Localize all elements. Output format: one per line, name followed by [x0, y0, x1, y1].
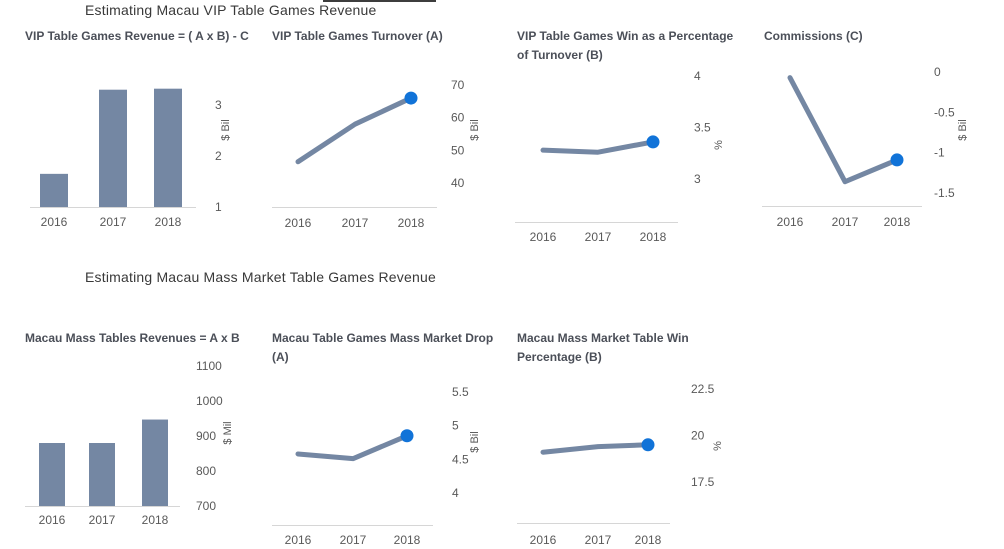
chart-6-plot: 4 4.5 5 5.5 2016 2017 2018 $ Bil: [272, 385, 481, 547]
chart-title-line: Macau Mass Tables Revenues = A x B: [25, 331, 240, 345]
chart-title-mass-win-pct: Macau Mass Market Table Win Percentage (…: [517, 329, 689, 367]
y-tick-label: 3.5: [694, 121, 711, 135]
chart-title-mass-revenues: Macau Mass Tables Revenues = A x B: [25, 329, 240, 348]
y-tick-label: 5: [452, 419, 459, 433]
x-tick-label: 2018: [155, 215, 182, 229]
x-tick-label: 2017: [585, 230, 612, 244]
y-tick-label: -0.5: [934, 105, 955, 119]
x-tick-label: 2016: [530, 533, 557, 547]
x-tick-label: 2017: [340, 533, 367, 547]
y-axis-unit-label: %: [713, 140, 725, 150]
chart-title-vip-revenue: VIP Table Games Revenue = ( A x B) - C: [25, 27, 249, 46]
x-tick-label: 2018: [640, 230, 667, 244]
y-tick-label: 700: [196, 499, 216, 513]
x-tick-label: 2017: [342, 216, 369, 230]
bar-2016: [40, 173, 68, 207]
chart-title-vip-turnover: VIP Table Games Turnover (A): [272, 27, 443, 46]
chart-title-line: Macau Table Games Mass Market Drop: [272, 331, 494, 345]
chart-title-line: Commissions (C): [764, 29, 863, 43]
y-tick-label: 22.5: [691, 382, 715, 396]
y-tick-label: 5.5: [452, 385, 469, 399]
x-tick-label: 2017: [100, 215, 127, 229]
section-title-mass-market: Estimating Macau Mass Market Table Games…: [85, 269, 436, 285]
x-tick-label: 2018: [142, 513, 169, 527]
x-tick-label: 2017: [832, 215, 859, 229]
y-tick-label: 17.5: [691, 475, 715, 489]
y-tick-label: 4: [694, 69, 701, 83]
section-title-vip: Estimating Macau VIP Table Games Revenue: [85, 2, 377, 18]
chart-5-plot: 700 800 900 1000 1100 2016 2017 2018 $ Mil: [25, 359, 234, 527]
x-tick-label: 2018: [884, 215, 911, 229]
chart-title-vip-win-pct: VIP Table Games Win as a Percentage of T…: [517, 27, 733, 65]
y-tick-label: 4: [452, 486, 459, 500]
y-tick-label: 3: [694, 172, 701, 186]
y-axis-unit-label: $ Bil: [469, 119, 481, 140]
chart-title-mass-drop: Macau Table Games Mass Market Drop (A): [272, 329, 493, 367]
y-axis-unit-label: $ Bil: [469, 431, 481, 452]
y-tick-label: 20: [691, 429, 705, 443]
y-tick-label: 4.5: [452, 452, 469, 466]
y-tick-label: 40: [451, 176, 465, 190]
chart-title-line: Percentage (B): [517, 350, 602, 364]
y-tick-label: 1100: [196, 359, 222, 373]
y-tick-label: 50: [451, 143, 465, 157]
y-tick-label: 2: [215, 149, 222, 163]
data-point-marker: [641, 438, 655, 452]
chart-3-plot: 3 3.5 4 2016 2017 2018%: [515, 69, 725, 244]
y-tick-label: 1: [215, 200, 222, 214]
chart-title-commissions: Commissions (C): [764, 27, 863, 46]
data-point-marker: [400, 429, 414, 443]
bar-2017: [99, 89, 127, 207]
y-tick-label: -1.5: [934, 186, 955, 200]
top-crop-line: [323, 0, 436, 2]
y-axis-unit-label: $ Mil: [222, 421, 234, 444]
y-tick-label: 3: [215, 98, 222, 112]
chart-title-line: of Turnover (B): [517, 48, 603, 62]
bar-2018: [142, 419, 168, 506]
line-series: [295, 95, 414, 165]
x-tick-label: 2016: [41, 215, 68, 229]
chart-2-plot: 40 50 60 70 2016 2017 2018 $ Bil: [272, 78, 481, 230]
x-tick-label: 2018: [394, 533, 421, 547]
chart-7-plot: 17.5 20 22.5 2016 2017 2018%: [517, 382, 724, 547]
x-tick-label: 2016: [777, 215, 804, 229]
y-axis-unit-label: $ Bil: [220, 119, 232, 140]
y-tick-label: 800: [196, 464, 216, 478]
line-series: [787, 75, 900, 185]
y-tick-label: 1000: [196, 394, 223, 408]
y-tick-label: 60: [451, 111, 465, 125]
line-series: [540, 139, 656, 155]
chart-4-plot: 0 -0.5 -1 -1.5 2016 2017 2018 $ Bil: [762, 65, 969, 229]
x-tick-label: 2016: [530, 230, 557, 244]
chart-title-line: (A): [272, 350, 289, 364]
chart-title-line: VIP Table Games Turnover (A): [272, 29, 443, 43]
x-tick-label: 2016: [285, 216, 312, 230]
x-tick-label: 2016: [285, 533, 312, 547]
y-axis-unit-label: $ Bil: [957, 119, 969, 140]
x-tick-label: 2016: [39, 513, 66, 527]
chart-title-line: VIP Table Games Revenue = ( A x B) - C: [25, 29, 249, 43]
chart-title-line: Macau Mass Market Table Win: [517, 331, 689, 345]
y-axis-unit-label: %: [712, 441, 724, 451]
y-tick-label: 70: [451, 78, 465, 92]
x-tick-label: 2017: [89, 513, 116, 527]
line-series: [540, 442, 651, 455]
data-point-marker: [646, 135, 660, 149]
x-tick-label: 2018: [635, 533, 662, 547]
bar-2017: [89, 443, 115, 506]
line-series: [295, 433, 410, 462]
data-point-marker: [404, 91, 418, 105]
y-tick-label: -1: [934, 146, 945, 160]
bar-2018: [154, 88, 182, 207]
x-tick-label: 2017: [585, 533, 612, 547]
chart-1-plot: 1 2 3 2016 2017 2018 $ Bil: [30, 88, 232, 229]
x-tick-label: 2018: [398, 216, 425, 230]
y-tick-label: 0: [934, 65, 941, 79]
y-tick-label: 900: [196, 429, 216, 443]
data-point-marker: [890, 153, 904, 167]
bar-2016: [39, 443, 65, 506]
chart-title-line: VIP Table Games Win as a Percentage: [517, 29, 734, 43]
